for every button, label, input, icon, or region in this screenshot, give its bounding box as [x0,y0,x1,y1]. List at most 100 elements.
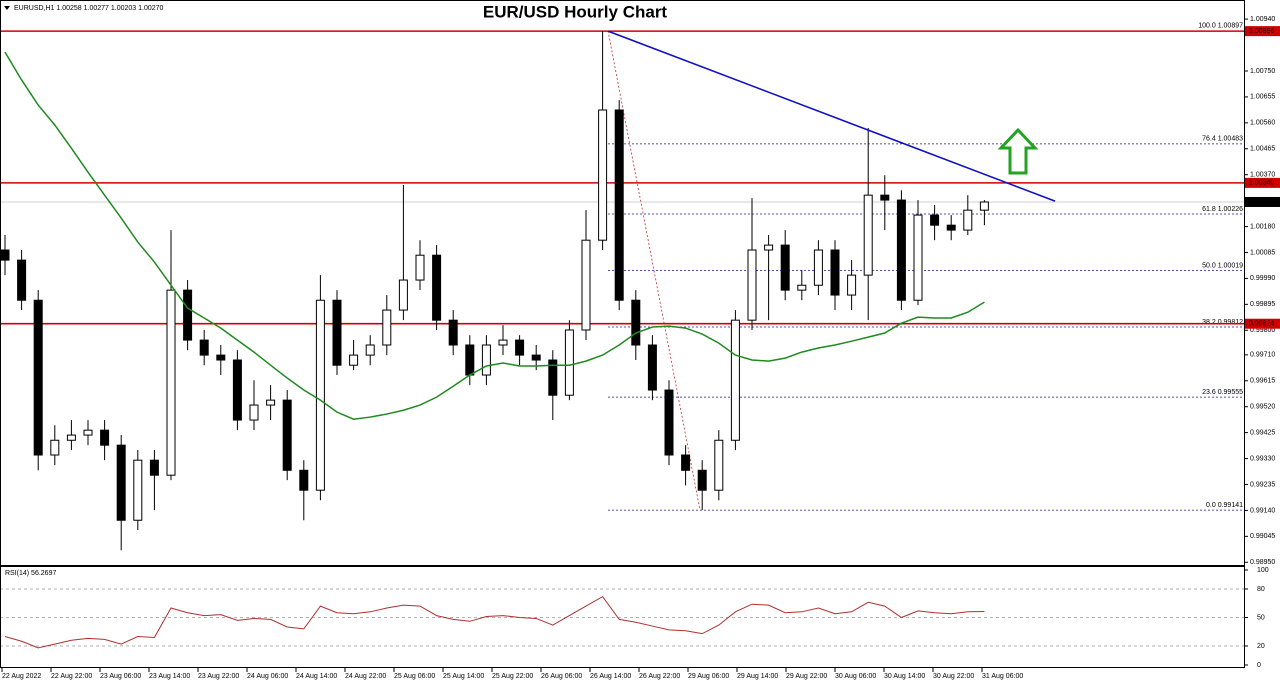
x-tick-label: 25 Aug 22:00 [492,673,533,680]
candle-body [531,354,541,361]
y-tick-label: 1.00465 [1250,146,1275,153]
up-arrow [997,127,1039,175]
x-tick-label: 25 Aug 06:00 [394,673,435,680]
candle-body [614,109,624,301]
main-frame [0,0,1245,566]
x-tick-label: 23 Aug 06:00 [100,673,141,680]
x-tick-label: 23 Aug 22:00 [198,673,239,680]
y-tick-label: 0.99425 [1250,429,1275,436]
y-tick-label: 0.99710 [1250,352,1275,359]
candle-body [349,354,359,366]
y-tick-label: 1.00940 [1250,16,1275,23]
candle-body [481,344,491,376]
rsi-label: RSI(14) 56.2697 [5,570,56,577]
level-tag-label: 1.00896 [1249,28,1274,35]
x-tick-label: 26 Aug 22:00 [639,673,680,680]
candle-body [465,344,475,376]
plot-layer: 100.0 1.00897 76.4 1.00483 61.8 1.00226 50.… [0,23,1245,649]
x-tick-label: 26 Aug 14:00 [590,673,631,680]
y-tick-label: 0.99990 [1250,275,1275,282]
chart-header: EURUSD,H1 1.00258 1.00277 1.00203 1.0027… [14,5,164,12]
candle-body [382,309,392,346]
rsi-frame [0,566,1245,668]
y-tick-label: 0.99045 [1250,533,1275,540]
y-tick-label: 1.00180 [1250,223,1275,230]
rsi-tick-label: 50 [1257,614,1265,621]
x-tick-label: 29 Aug 22:00 [786,673,827,680]
candle-body [564,329,574,396]
candle-body [432,254,442,321]
candle-body [946,224,956,231]
candle-body [100,429,110,446]
current-price-tag [1245,196,1280,207]
candle-body [498,339,508,346]
fib-label: 50.0 1.00019 [1202,262,1243,269]
rsi-tick-label: 0 [1257,662,1261,669]
candle-body [515,339,525,356]
x-tick-label: 31 Aug 06:00 [982,673,1023,680]
candle-body [282,399,292,471]
x-tick-label: 24 Aug 14:00 [296,673,337,680]
level-tag [1245,177,1280,188]
candle-body [116,444,126,521]
candle-body [847,274,857,296]
x-tick-label: 24 Aug 22:00 [345,673,386,680]
candle-body [398,279,408,311]
candle-body [216,354,226,361]
current-price-label: 1.00270 [1249,199,1274,206]
candle-body [149,459,159,476]
candle-body [880,194,890,201]
candle-body [780,244,790,291]
candle-body [664,389,674,456]
candle-body [797,284,807,291]
y-tick-label: 0.99140 [1250,507,1275,514]
fib-label: 0.0 0.99141 [1206,502,1243,509]
y-tick-label: 1.00560 [1250,120,1275,127]
candle-body [0,249,10,261]
y-tick-label: 0.99615 [1250,378,1275,385]
candle-body [896,199,906,301]
candle-body [714,439,724,491]
x-tick-label: 26 Aug 06:00 [541,673,582,680]
candle-body [598,109,608,241]
candle-body [730,319,740,441]
candle-body [17,259,27,301]
x-tick-label: 22 Aug 2022 [2,673,41,680]
trendline [607,30,1056,202]
candle-body [166,289,176,476]
candle-body [548,359,558,396]
y-tick-label: 1.00750 [1250,68,1275,75]
x-tick-label: 25 Aug 14:00 [443,673,484,680]
x-tick-label: 30 Aug 22:00 [933,673,974,680]
candle-body [581,239,591,331]
level-tag-label: 1.00340 [1249,180,1274,187]
candle-body [448,319,458,346]
candle-body [930,214,940,226]
menu-triangle [4,6,10,10]
candle-body [299,469,309,491]
rsi-tick-label: 20 [1257,643,1265,650]
x-tick-label: 22 Aug 22:00 [51,673,92,680]
y-tick-label: 1.00085 [1250,249,1275,256]
candle-body [647,344,657,391]
chart-title: EUR/USD Hourly Chart [483,2,668,21]
x-tick-label: 30 Aug 14:00 [884,673,925,680]
fib-label: 76.4 1.00483 [1202,136,1243,143]
candle-body [83,429,93,436]
candle-body [232,359,242,421]
fib-label: 100.0 1.00897 [1198,23,1243,30]
x-tick-label: 23 Aug 14:00 [149,673,190,680]
rsi-line [4,595,985,649]
candle-body [249,404,259,421]
candle-body [415,254,425,281]
x-tick-label: 30 Aug 06:00 [835,673,876,680]
y-tick-label: 0.98950 [1250,559,1275,566]
level-tag [1245,26,1280,37]
y-tick-label: 0.99895 [1250,301,1275,308]
y-tick-label: 1.00655 [1250,94,1275,101]
candle-body [183,289,193,341]
fib-label: 38.2 0.99812 [1202,319,1243,326]
candle-body [979,201,989,211]
candle-body [50,439,60,456]
